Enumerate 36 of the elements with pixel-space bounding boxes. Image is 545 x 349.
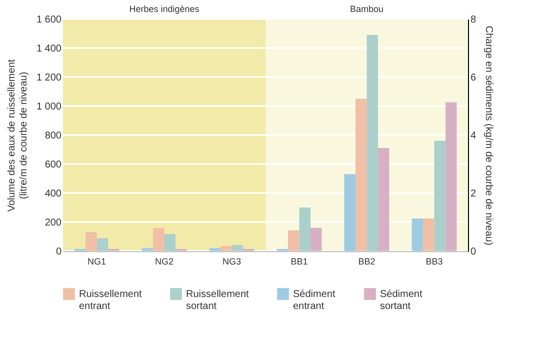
bar — [232, 245, 243, 251]
y-axis-title: Volume des eaux de ruissellement (litre/m de courbe de niveau) — [6, 59, 30, 212]
y-tick-label: 1 200 — [36, 72, 62, 84]
legend-label: Ruissellement sortant — [186, 289, 250, 312]
x-tick-label: NG3 — [222, 256, 242, 266]
x-tick-label: NG1 — [87, 256, 106, 266]
y2-tick-label: 8 — [470, 14, 476, 26]
y-tick-label: 1 000 — [36, 102, 62, 112]
bar — [86, 232, 97, 251]
x-tick-label: BB2 — [358, 256, 376, 266]
y2-tick-label: 6 — [470, 72, 476, 84]
y-tick-label: 1 600 — [36, 14, 62, 26]
x-tick-label: BB3 — [426, 256, 443, 266]
y2-tick-label: 4 — [470, 130, 476, 142]
x-tick-label: NG2 — [154, 256, 174, 266]
y2-tick-label: 2 — [470, 188, 476, 200]
legend-label: Ruissellement entrant — [79, 289, 142, 312]
bar — [96, 238, 108, 251]
legend-label: Sédiment sortant — [380, 289, 422, 312]
bar — [288, 230, 300, 251]
bar — [366, 34, 378, 251]
bar — [164, 234, 176, 251]
y-tick-label: 400 — [44, 188, 62, 200]
band-label: Bambou — [350, 4, 384, 14]
y2-tick-label: 0 — [470, 246, 476, 258]
y-tick-label: 200 — [44, 218, 62, 228]
y-tick-label: 800 — [44, 130, 62, 142]
y2-axis-title: Charge en sédiments (kg/m de courbe de niveau) — [483, 26, 494, 246]
band-label: Herbes indigènes — [129, 4, 200, 14]
y-tick-label: 600 — [44, 160, 62, 170]
y-tick-label: 1 400 — [36, 44, 62, 54]
y-tick-label: 0 — [56, 246, 62, 258]
legend-label: Sédiment entrant — [293, 289, 336, 312]
bar — [153, 228, 164, 251]
x-tick-label: BB1 — [290, 256, 308, 266]
bar — [142, 248, 153, 251]
